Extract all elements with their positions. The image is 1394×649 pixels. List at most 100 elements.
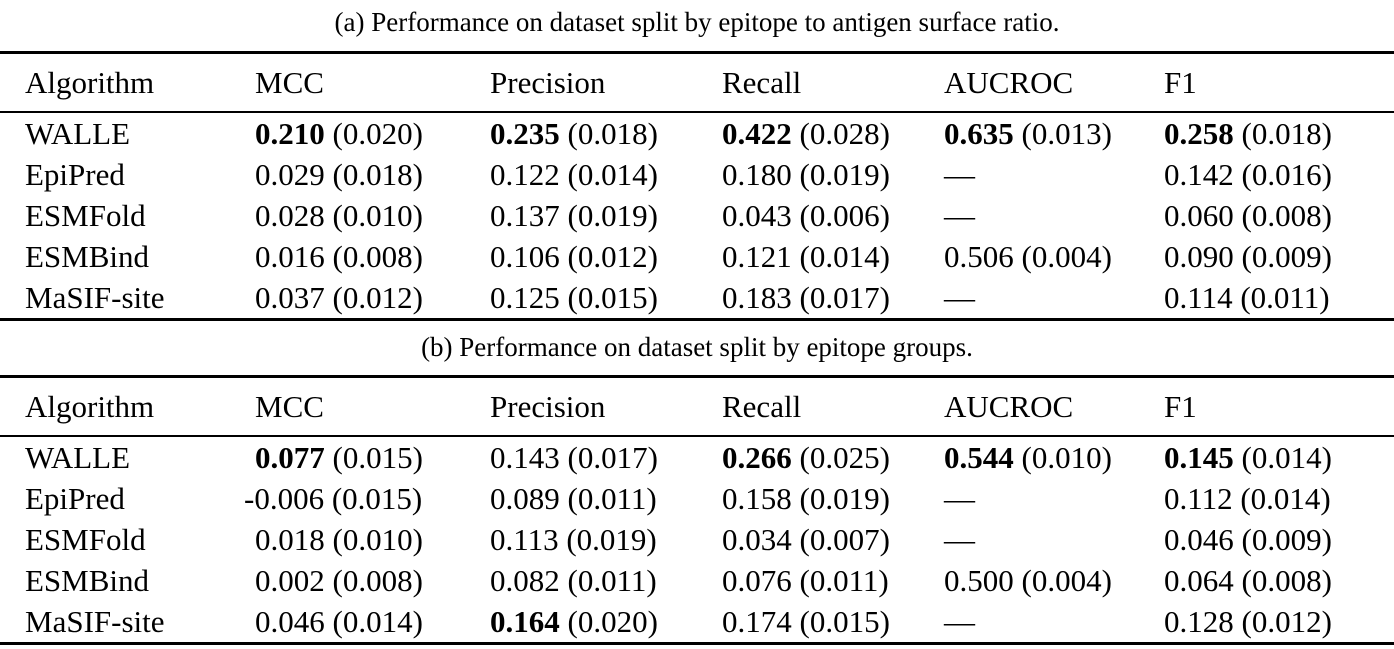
metric-std: (0.018) bbox=[559, 115, 658, 151]
metric-std: (0.014) bbox=[324, 603, 423, 639]
metric-mean: 0.145 bbox=[1164, 439, 1234, 475]
metric-std: (0.025) bbox=[791, 439, 890, 475]
col-header-recall: Recall bbox=[722, 52, 944, 113]
metric-std: (0.006) bbox=[791, 197, 890, 233]
metric-std: (0.019) bbox=[558, 521, 657, 557]
metric-cell: — bbox=[944, 601, 1164, 644]
metric-cell: 0.046 (0.014) bbox=[255, 601, 490, 644]
metric-std: (0.020) bbox=[324, 115, 423, 151]
metric-std: (0.012) bbox=[559, 238, 658, 274]
metric-std: (0.008) bbox=[1233, 562, 1332, 598]
metric-mean: 0.128 bbox=[1164, 603, 1234, 639]
metric-std: (0.020) bbox=[559, 603, 658, 639]
table-row: EpiPred 0.029 (0.018) 0.122 (0.014) 0.180 (… bbox=[0, 154, 1394, 195]
metric-mean: 0.114 bbox=[1164, 279, 1233, 315]
missing-value-dash: — bbox=[944, 279, 975, 315]
metric-std: (0.012) bbox=[1233, 603, 1332, 639]
metric-cell: 0.180 (0.019) bbox=[722, 154, 944, 195]
metric-mean: 0.113 bbox=[490, 521, 559, 557]
col-header-recall: Recall bbox=[722, 376, 944, 437]
metric-mean: 0.258 bbox=[1164, 115, 1234, 151]
metric-mean: 0.043 bbox=[722, 197, 792, 233]
header-row: Algorithm MCC Precision Recall AUCROC F1 bbox=[0, 376, 1394, 437]
table-row: EpiPred -0.006 (0.015) 0.089 (0.011) 0.158 … bbox=[0, 478, 1394, 519]
metric-std: (0.008) bbox=[1233, 197, 1332, 233]
metric-std: (0.018) bbox=[1233, 115, 1332, 151]
metric-mean: -0.006 bbox=[244, 480, 325, 516]
metric-mean: 0.544 bbox=[944, 439, 1014, 475]
metric-cell: 0.029 (0.018) bbox=[255, 154, 490, 195]
algorithm-name: EpiPred bbox=[25, 480, 125, 516]
metric-mean: 0.506 bbox=[944, 238, 1014, 274]
metric-std: (0.015) bbox=[559, 279, 658, 315]
metric-cell: 0.089 (0.011) bbox=[490, 478, 722, 519]
metric-mean: 0.143 bbox=[490, 439, 560, 475]
algorithm-name: ESMFold bbox=[25, 521, 146, 557]
metric-mean: 0.174 bbox=[722, 603, 792, 639]
metric-cell: 0.143 (0.017) bbox=[490, 436, 722, 478]
col-header-algorithm: Algorithm bbox=[0, 376, 255, 437]
metric-cell: 0.064 (0.008) bbox=[1164, 560, 1394, 601]
metric-std: (0.004) bbox=[1013, 238, 1112, 274]
col-header-mcc: MCC bbox=[255, 52, 490, 113]
metric-mean: 0.122 bbox=[490, 156, 560, 192]
metric-cell: 0.112 (0.014) bbox=[1164, 478, 1394, 519]
missing-value-dash: — bbox=[944, 156, 975, 192]
metric-std: (0.017) bbox=[791, 279, 890, 315]
metric-std: (0.019) bbox=[559, 197, 658, 233]
subtable-b-caption: (b) Performance on dataset split by epit… bbox=[421, 332, 973, 362]
metric-cell: — bbox=[944, 478, 1164, 519]
metric-mean: 0.082 bbox=[490, 562, 560, 598]
metric-cell: 0.210 (0.020) bbox=[255, 112, 490, 154]
metric-cell: 0.034 (0.007) bbox=[722, 519, 944, 560]
metric-mean: 0.060 bbox=[1164, 197, 1234, 233]
metric-mean: 0.076 bbox=[722, 562, 792, 598]
metric-mean: 0.029 bbox=[255, 156, 325, 192]
metric-mean: 0.106 bbox=[490, 238, 560, 274]
metric-std: (0.008) bbox=[324, 238, 423, 274]
metric-std: (0.008) bbox=[324, 562, 423, 598]
table-row: ESMBind 0.002 (0.008) 0.082 (0.011) 0.076 (… bbox=[0, 560, 1394, 601]
metric-cell: 0.043 (0.006) bbox=[722, 195, 944, 236]
metric-mean: 0.121 bbox=[722, 238, 792, 274]
metric-std: (0.014) bbox=[1232, 480, 1331, 516]
algorithm-name: WALLE bbox=[25, 115, 131, 151]
metric-std: (0.007) bbox=[791, 521, 890, 557]
metric-cell: 0.137 (0.019) bbox=[490, 195, 722, 236]
metric-std: (0.017) bbox=[559, 439, 658, 475]
metric-mean: 0.158 bbox=[722, 480, 792, 516]
missing-value-dash: — bbox=[944, 197, 975, 233]
metric-cell: 0.544 (0.010) bbox=[944, 436, 1164, 478]
metric-cell: 0.082 (0.011) bbox=[490, 560, 722, 601]
metric-cell: 0.183 (0.017) bbox=[722, 277, 944, 320]
metric-cell: 0.125 (0.015) bbox=[490, 277, 722, 320]
metric-cell: 0.076 (0.011) bbox=[722, 560, 944, 601]
metric-cell: 0.037 (0.012) bbox=[255, 277, 490, 320]
metric-cell: 0.158 (0.019) bbox=[722, 478, 944, 519]
algorithm-name: MaSIF-site bbox=[25, 279, 165, 315]
metric-cell: 0.018 (0.010) bbox=[255, 519, 490, 560]
metric-mean: 0.037 bbox=[255, 279, 325, 315]
metric-mean: 0.046 bbox=[1164, 521, 1234, 557]
metric-std: (0.011) bbox=[791, 562, 889, 598]
metric-mean: 0.064 bbox=[1164, 562, 1234, 598]
metric-std: (0.015) bbox=[324, 439, 423, 475]
missing-value-dash: — bbox=[944, 521, 975, 557]
metric-mean: 0.422 bbox=[722, 115, 792, 151]
algorithm-name: ESMFold bbox=[25, 197, 146, 233]
metric-std: (0.009) bbox=[1233, 238, 1332, 274]
metric-mean: 0.635 bbox=[944, 115, 1014, 151]
metric-cell: 0.114 (0.011) bbox=[1164, 277, 1394, 320]
col-header-precision: Precision bbox=[490, 52, 722, 113]
metric-cell: 0.174 (0.015) bbox=[722, 601, 944, 644]
metric-mean: 0.089 bbox=[490, 480, 560, 516]
metric-std: (0.004) bbox=[1013, 562, 1112, 598]
metric-cell: 0.422 (0.028) bbox=[722, 112, 944, 154]
metric-std: (0.012) bbox=[324, 279, 423, 315]
metric-cell: — bbox=[944, 154, 1164, 195]
table-row: MaSIF-site 0.037 (0.012) 0.125 (0.015) 0.18… bbox=[0, 277, 1394, 320]
metric-std: (0.014) bbox=[559, 156, 658, 192]
metric-std: (0.014) bbox=[1233, 439, 1332, 475]
metric-cell: 0.142 (0.016) bbox=[1164, 154, 1394, 195]
col-header-aucroc: AUCROC bbox=[944, 376, 1164, 437]
